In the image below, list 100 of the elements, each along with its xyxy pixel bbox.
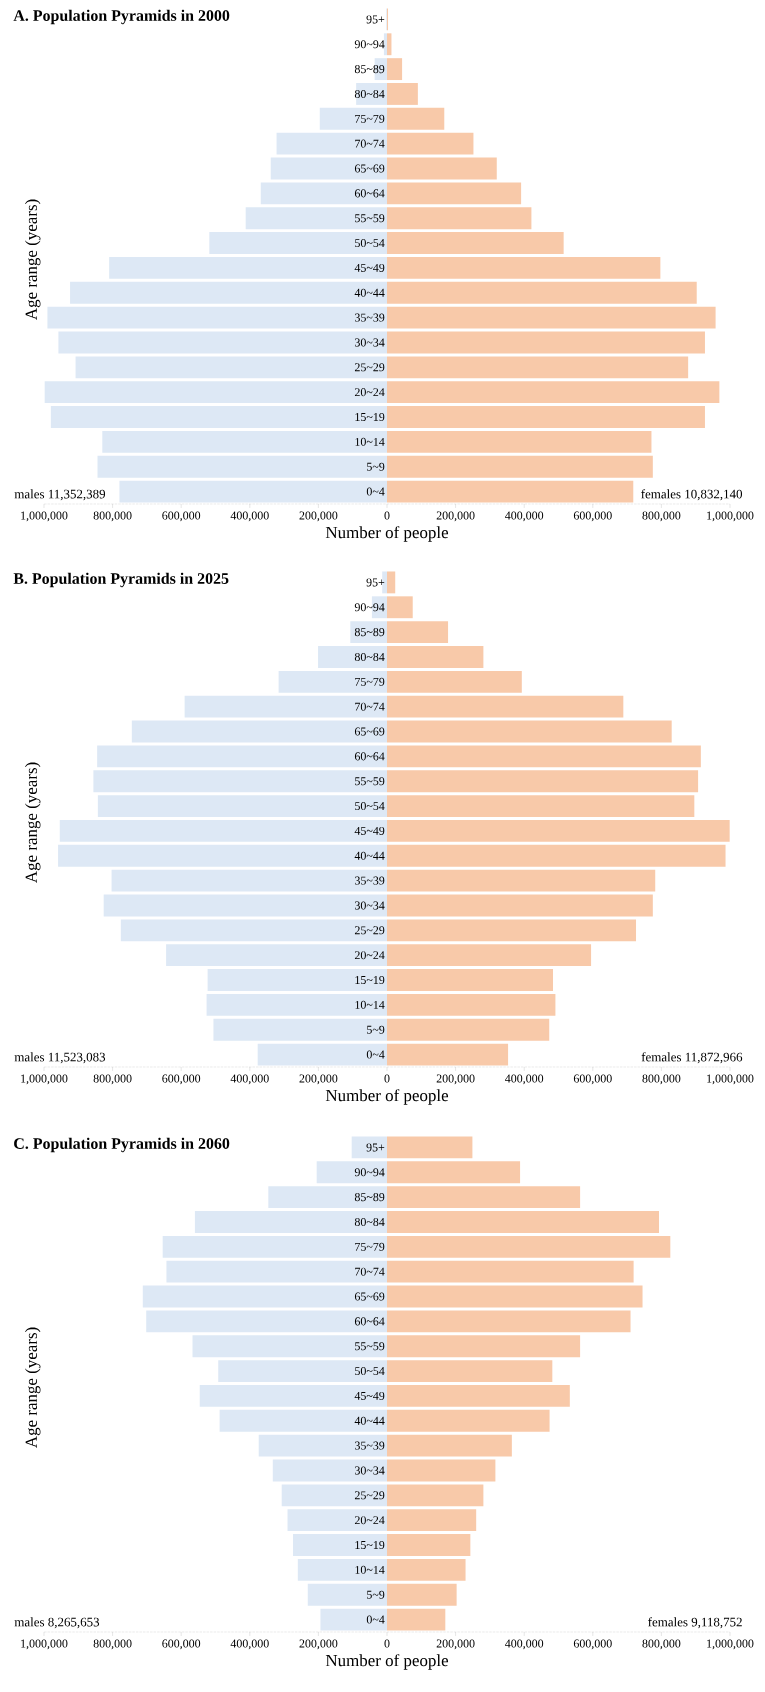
bar	[192, 1335, 387, 1358]
bar	[257, 1043, 387, 1066]
bar	[44, 381, 387, 404]
x-tick-label: 800,000	[93, 1639, 132, 1650]
x-tick-label: 600,000	[162, 511, 201, 522]
x-tick-label: 400,000	[230, 1639, 269, 1650]
x-tick-label: 200,000	[299, 1074, 338, 1085]
bar	[278, 670, 387, 693]
bar	[120, 919, 387, 942]
bar	[387, 1384, 570, 1407]
chart-title: A. Population Pyramids in 2000	[13, 9, 230, 25]
x-tick-label: 600,000	[573, 1639, 612, 1650]
y-tick-label: 15~19	[355, 1540, 385, 1550]
x-axis-title: Number of people	[325, 1654, 449, 1670]
x-tick-label: 600,000	[573, 1074, 612, 1085]
x-tick-label: 800,000	[642, 511, 681, 522]
y-tick-label: 90~94	[354, 603, 385, 612]
bar	[58, 331, 387, 354]
y-tick-label: 25~29	[354, 1491, 385, 1500]
bar	[206, 993, 387, 1016]
y-axis-title: Age range (years)	[25, 762, 41, 883]
bar	[316, 1161, 387, 1184]
y-tick-label: 50~54	[355, 239, 385, 248]
bar	[383, 33, 387, 56]
x-tick-label: 600,000	[162, 1074, 201, 1085]
y-tick-label: 90~94	[354, 40, 385, 49]
bar	[387, 1310, 631, 1333]
y-tick-label: 20~24	[354, 388, 385, 397]
y-tick-label: 55~59	[355, 214, 385, 223]
bar	[387, 621, 449, 644]
y-tick-label: 50~54	[355, 1367, 385, 1376]
bar	[387, 795, 695, 817]
x-tick-label: 1,000,000	[707, 511, 754, 522]
annotation: females 11,872,966	[641, 1052, 743, 1064]
y-tick-label: 95+	[366, 15, 385, 24]
bar	[194, 1211, 387, 1233]
bar	[387, 406, 705, 428]
x-tick-label: 400,000	[505, 1074, 544, 1085]
x-tick-label: 800,000	[642, 1639, 681, 1650]
y-tick-label: 40~44	[354, 1416, 385, 1425]
annotation: males 8,265,653	[14, 1617, 100, 1629]
bar	[276, 132, 387, 155]
bar	[293, 1534, 387, 1556]
bar	[387, 1018, 550, 1041]
bar	[142, 1285, 387, 1308]
y-tick-label: 90~94	[354, 1168, 385, 1177]
bar	[387, 1484, 484, 1507]
bar	[387, 596, 413, 619]
bar	[297, 1558, 387, 1581]
bar	[387, 430, 652, 453]
x-tick-label: 600,000	[573, 511, 612, 522]
x-tick-label: 200,000	[436, 1639, 475, 1650]
x-tick-label: 800,000	[93, 1074, 132, 1085]
y-axis-title: Age range (years)	[25, 199, 41, 320]
bar	[281, 1484, 387, 1507]
y-tick-label: 30~34	[355, 901, 385, 910]
bar	[387, 993, 556, 1016]
x-tick-label: 800,000	[642, 1074, 681, 1085]
y-tick-label: 45~49	[354, 826, 385, 835]
y-tick-label: 80~84	[354, 1217, 385, 1226]
bar	[387, 1583, 457, 1606]
bar	[103, 894, 387, 917]
bar	[213, 1018, 387, 1041]
y-tick-label: 10~14	[355, 1000, 385, 1009]
bar	[97, 745, 387, 768]
bar	[387, 894, 653, 917]
annotation: females 10,832,140	[641, 489, 743, 501]
y-tick-label: 70~74	[355, 1267, 385, 1276]
y-tick-label: 5~9	[367, 1025, 385, 1034]
y-tick-label: 0~4	[366, 1615, 385, 1624]
x-tick-label: 1,000,000	[21, 1074, 68, 1085]
bar	[146, 1310, 387, 1333]
bar	[166, 1260, 387, 1283]
y-tick-label: 80~84	[354, 89, 385, 98]
bar	[102, 430, 387, 453]
bar	[387, 1136, 473, 1159]
y-tick-label: 95+	[366, 578, 385, 587]
y-tick-label: 75~79	[355, 114, 385, 123]
y-tick-label: 45~49	[354, 1391, 385, 1400]
bar	[387, 844, 726, 867]
bar	[287, 1509, 387, 1532]
y-tick-label: 30~34	[355, 338, 385, 347]
bar	[387, 1335, 581, 1358]
bar	[387, 646, 484, 668]
bar	[387, 232, 564, 254]
x-tick-label: 200,000	[436, 511, 475, 522]
bar	[387, 132, 474, 155]
bar	[59, 819, 387, 842]
y-tick-label: 55~59	[355, 1342, 385, 1351]
bar	[387, 1608, 446, 1631]
bar	[387, 1186, 581, 1209]
bar	[387, 1558, 466, 1581]
annotation: females 9,118,752	[648, 1617, 742, 1629]
y-tick-label: 40~44	[354, 288, 385, 297]
bar	[387, 869, 656, 892]
y-tick-label: 15~19	[355, 412, 385, 422]
bar	[272, 1459, 387, 1482]
bar	[260, 182, 387, 205]
bar	[387, 58, 403, 81]
bar	[387, 381, 720, 404]
